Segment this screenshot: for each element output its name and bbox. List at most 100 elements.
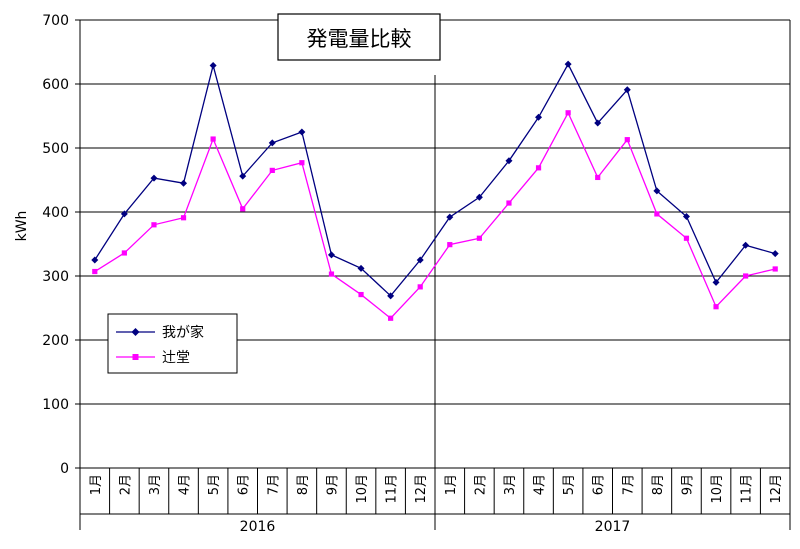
x-tick-label: 12月 bbox=[414, 474, 429, 504]
data-point bbox=[595, 174, 601, 181]
x-tick-label: 6月 bbox=[237, 474, 252, 495]
x-tick-label: 8月 bbox=[651, 474, 666, 495]
y-tick-label: 600 bbox=[42, 77, 69, 93]
data-point bbox=[180, 179, 188, 187]
y-tick-label: 300 bbox=[42, 269, 69, 285]
x-tick-label: 4月 bbox=[178, 474, 193, 495]
data-point bbox=[772, 266, 778, 272]
legend-frame bbox=[107, 313, 238, 374]
x-tick-label: 12月 bbox=[769, 474, 784, 504]
data-point bbox=[446, 213, 454, 221]
y-tick-label: 400 bbox=[42, 205, 69, 221]
data-point bbox=[151, 222, 157, 228]
x-tick-label: 2月 bbox=[118, 474, 133, 495]
x-tick-label: 3月 bbox=[503, 474, 518, 495]
y-tick-labels: 0 100 200 300 400 500 600 700 bbox=[42, 13, 69, 477]
x-tick-label: 11月 bbox=[740, 474, 755, 504]
data-point bbox=[565, 110, 571, 116]
x-tick-label: 9月 bbox=[325, 474, 340, 495]
x-tick-labels: 1月 2月 3月 4月 5月 6月 7月 8月 9月 10月 11月 12月 1月 2月 3月 4月 5月 6月 7… bbox=[89, 474, 784, 504]
axes bbox=[75, 19, 791, 530]
year-label: 2017 bbox=[595, 519, 631, 535]
data-point bbox=[743, 273, 749, 279]
data-point bbox=[240, 206, 246, 212]
x-tick-label: 5月 bbox=[562, 474, 577, 495]
data-point bbox=[447, 242, 453, 248]
data-point bbox=[682, 212, 690, 220]
y-tick-label: 700 bbox=[42, 13, 69, 29]
x-tick-label: 6月 bbox=[592, 474, 607, 495]
data-point bbox=[120, 210, 128, 218]
x-tick-label: 8月 bbox=[296, 474, 311, 495]
data-point bbox=[388, 315, 394, 321]
data-point bbox=[654, 211, 660, 217]
data-point bbox=[92, 268, 98, 275]
y-axis-label: kWh bbox=[14, 211, 30, 242]
data-point bbox=[328, 271, 335, 277]
x-tick-label: 11月 bbox=[385, 474, 400, 504]
data-point bbox=[239, 172, 247, 180]
x-tick-label: 2月 bbox=[473, 474, 488, 495]
data-point bbox=[269, 167, 275, 173]
x-tick-label: 3月 bbox=[148, 474, 163, 495]
data-point bbox=[506, 200, 512, 206]
data-point bbox=[180, 215, 187, 221]
data-point bbox=[564, 60, 572, 68]
data-point bbox=[624, 137, 630, 143]
chart-title: 発電量比較 bbox=[307, 27, 412, 51]
data-point bbox=[209, 61, 217, 69]
data-point bbox=[417, 284, 423, 290]
data-point bbox=[594, 119, 602, 127]
data-point bbox=[535, 113, 543, 121]
y-tick-label: 0 bbox=[60, 461, 69, 477]
series-1 bbox=[91, 60, 779, 300]
data-point bbox=[653, 187, 661, 195]
data-point bbox=[505, 157, 513, 165]
y-tick-label: 100 bbox=[42, 397, 69, 413]
legend-marker bbox=[132, 354, 139, 360]
year-group-labels: 2016 2017 bbox=[240, 519, 631, 535]
x-tick-label: 4月 bbox=[533, 474, 548, 495]
data-point bbox=[535, 165, 542, 171]
year-label: 2016 bbox=[240, 519, 276, 535]
data-point bbox=[416, 256, 424, 264]
chart-title-box: 発電量比較 bbox=[277, 13, 441, 61]
data-point bbox=[327, 251, 335, 259]
data-point bbox=[713, 304, 719, 310]
series-line bbox=[94, 62, 776, 297]
data-point bbox=[742, 241, 750, 249]
x-tick-label: 5月 bbox=[207, 474, 222, 495]
x-tick-label: 9月 bbox=[680, 474, 695, 495]
data-point bbox=[298, 128, 306, 136]
data-point bbox=[91, 256, 99, 264]
data-point bbox=[210, 136, 216, 142]
data-point bbox=[623, 86, 631, 94]
data-point bbox=[475, 193, 483, 201]
x-tick-label: 10月 bbox=[710, 474, 725, 504]
data-point bbox=[771, 250, 779, 258]
y-tick-label: 500 bbox=[42, 141, 69, 157]
series bbox=[91, 60, 779, 321]
data-point bbox=[150, 174, 158, 182]
data-point bbox=[268, 139, 276, 147]
data-point bbox=[358, 291, 364, 298]
legend-marker bbox=[131, 328, 140, 336]
x-tick-label: 1月 bbox=[444, 474, 459, 495]
legend-label: 我が家 bbox=[162, 324, 204, 341]
series-2 bbox=[92, 110, 778, 321]
x-tick-label: 1月 bbox=[89, 474, 104, 495]
legend-label: 辻堂 bbox=[162, 350, 190, 366]
data-point bbox=[299, 160, 305, 166]
data-point bbox=[683, 235, 690, 241]
x-tick-label: 10月 bbox=[355, 474, 370, 504]
x-tick-label: 7月 bbox=[266, 474, 281, 495]
chart-title-frame bbox=[277, 13, 441, 61]
data-point bbox=[357, 264, 365, 272]
data-point bbox=[121, 250, 127, 256]
x-tick-label: 7月 bbox=[621, 474, 636, 495]
data-point bbox=[387, 292, 395, 300]
